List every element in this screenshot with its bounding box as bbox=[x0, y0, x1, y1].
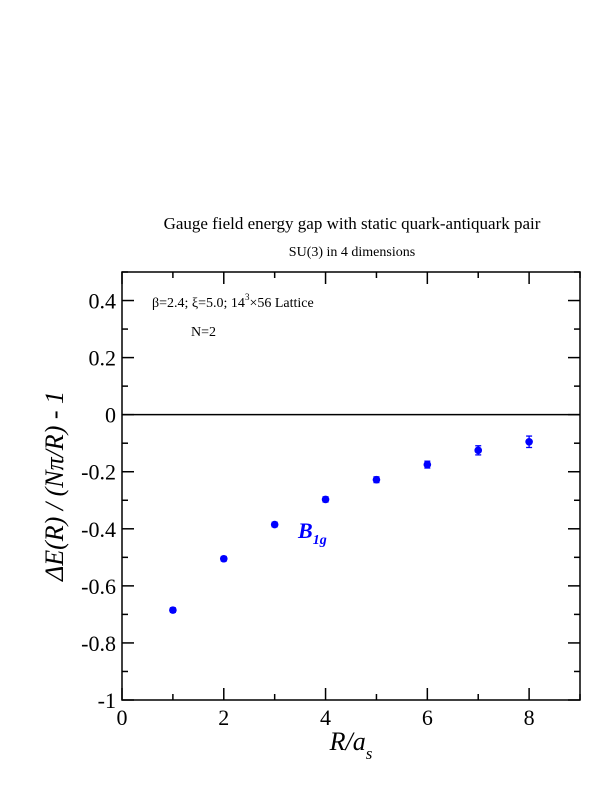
y-tick-label: -0.2 bbox=[81, 460, 116, 485]
x-tick-label: 4 bbox=[320, 705, 331, 730]
series-label-b1g: B1g bbox=[297, 518, 327, 548]
chart-subtitle: SU(3) in 4 dimensions bbox=[289, 245, 415, 260]
chart-title: Gauge field energy gap with static quark… bbox=[164, 214, 541, 233]
plot-frame bbox=[121, 271, 581, 701]
x-tick-labels: 0 2 4 6 8 bbox=[117, 705, 535, 730]
y-tick-label: -0.6 bbox=[81, 574, 116, 599]
lattice-params-sup: 3 bbox=[245, 292, 250, 302]
y-tick-label: -1 bbox=[98, 688, 116, 713]
data-point bbox=[270, 520, 279, 529]
data-point bbox=[321, 495, 330, 504]
data-point bbox=[474, 446, 483, 455]
data-point bbox=[169, 606, 177, 614]
data-points bbox=[169, 435, 533, 614]
x-tick-label: 6 bbox=[422, 705, 433, 730]
lattice-params-prefix: β=2.4; ξ=5.0; 14 bbox=[152, 296, 245, 311]
axis-ticks bbox=[121, 271, 581, 701]
lattice-params-annotation: β=2.4; ξ=5.0; 143×56 Lattice bbox=[152, 292, 314, 311]
x-axis-label-sub: s bbox=[366, 744, 373, 763]
x-tick-label: 0 bbox=[117, 705, 128, 730]
n-label: N=2 bbox=[191, 325, 216, 340]
data-point bbox=[219, 554, 228, 563]
x-axis-label-main: R/a bbox=[329, 727, 366, 756]
lattice-params-suffix: ×56 Lattice bbox=[249, 296, 313, 311]
y-tick-label: 0.4 bbox=[89, 289, 117, 314]
y-tick-label: 0.2 bbox=[89, 346, 117, 371]
series-label-main: B bbox=[297, 518, 313, 543]
data-point bbox=[423, 460, 432, 469]
y-axis-label: ΔE(R) / (Nπ/R) - 1 bbox=[40, 391, 69, 582]
x-axis-label: R/as bbox=[329, 727, 373, 763]
y-tick-labels: -1 -0.8 -0.6 -0.4 -0.2 0 0.2 0.4 bbox=[81, 289, 116, 713]
data-point bbox=[372, 475, 381, 484]
x-tick-label: 8 bbox=[524, 705, 535, 730]
y-tick-label: -0.8 bbox=[81, 631, 116, 656]
y-tick-label: -0.4 bbox=[81, 517, 116, 542]
x-tick-label: 2 bbox=[218, 705, 229, 730]
y-tick-label: 0 bbox=[105, 403, 116, 428]
series-label-sub: 1g bbox=[313, 533, 327, 548]
data-point bbox=[525, 437, 533, 446]
